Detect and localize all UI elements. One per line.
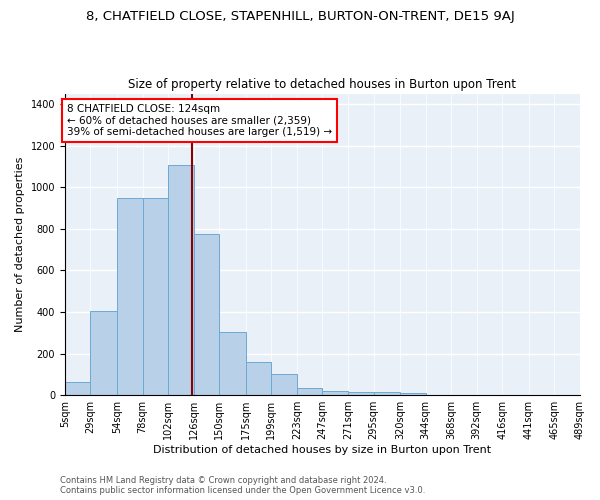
Text: Contains HM Land Registry data © Crown copyright and database right 2024.
Contai: Contains HM Land Registry data © Crown c…: [60, 476, 425, 495]
Text: 8 CHATFIELD CLOSE: 124sqm
← 60% of detached houses are smaller (2,359)
39% of se: 8 CHATFIELD CLOSE: 124sqm ← 60% of detac…: [67, 104, 332, 137]
Bar: [65, 382, 91, 395]
Bar: [374, 392, 400, 395]
Text: 8, CHATFIELD CLOSE, STAPENHILL, BURTON-ON-TRENT, DE15 9AJ: 8, CHATFIELD CLOSE, STAPENHILL, BURTON-O…: [86, 10, 514, 23]
Bar: [219, 332, 246, 395]
Bar: [297, 388, 322, 395]
Bar: [400, 393, 425, 395]
Bar: [271, 374, 297, 395]
Bar: [117, 198, 143, 395]
Bar: [348, 392, 374, 395]
X-axis label: Distribution of detached houses by size in Burton upon Trent: Distribution of detached houses by size …: [154, 445, 491, 455]
Y-axis label: Number of detached properties: Number of detached properties: [15, 156, 25, 332]
Bar: [143, 198, 168, 395]
Bar: [322, 391, 348, 395]
Title: Size of property relative to detached houses in Burton upon Trent: Size of property relative to detached ho…: [128, 78, 517, 91]
Bar: [91, 311, 117, 395]
Bar: [246, 362, 271, 395]
Bar: [168, 166, 194, 395]
Bar: [194, 234, 219, 395]
